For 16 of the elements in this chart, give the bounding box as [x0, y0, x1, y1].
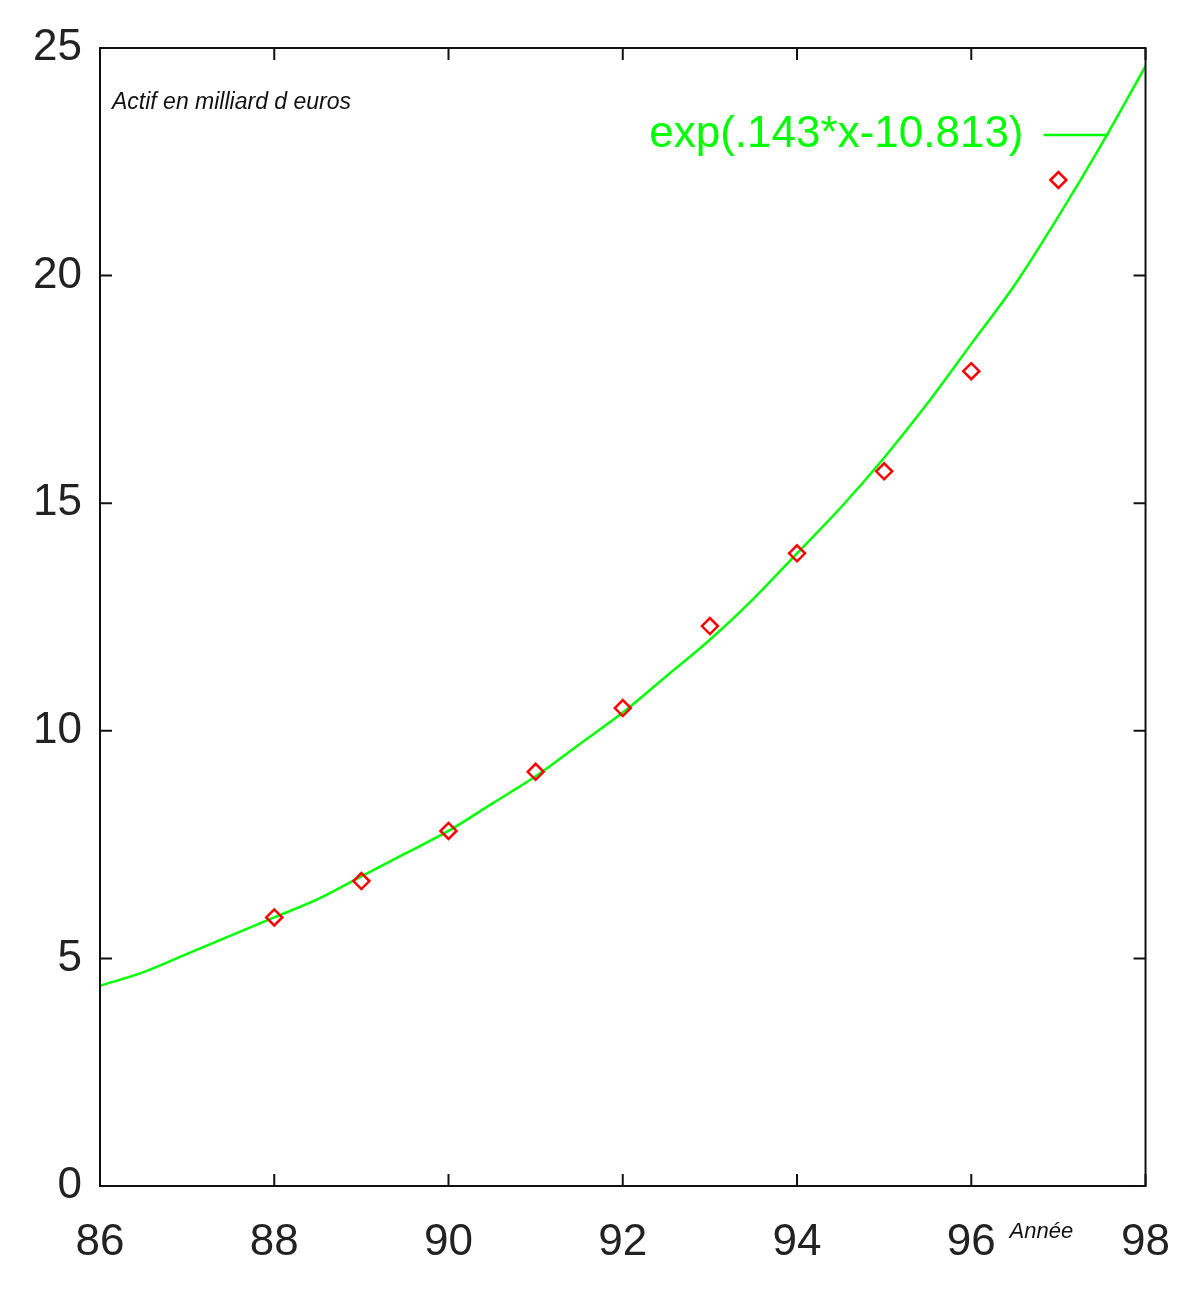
y-tick-label: 15 [33, 475, 82, 525]
y-tick-label: 20 [33, 247, 82, 297]
x-tick-label: 96 [946, 1214, 996, 1264]
x-axis-title: Année [1007, 1218, 1074, 1244]
legend-label: exp(.143*x-10.813) [649, 107, 1024, 157]
x-tick-label: 94 [772, 1214, 822, 1264]
x-tick-label: 90 [424, 1214, 473, 1264]
y-tick-label: 5 [57, 930, 82, 980]
y-axis-title: Actif en milliard d euros [110, 88, 352, 115]
x-tick-label: 92 [598, 1214, 648, 1264]
y-tick-label: 10 [33, 702, 82, 752]
x-tick-label: 98 [1121, 1214, 1171, 1264]
x-tick-label: 86 [75, 1214, 125, 1264]
y-tick-label: 0 [57, 1158, 82, 1208]
y-tick-label: 25 [33, 20, 82, 70]
x-tick-label: 88 [249, 1214, 299, 1264]
